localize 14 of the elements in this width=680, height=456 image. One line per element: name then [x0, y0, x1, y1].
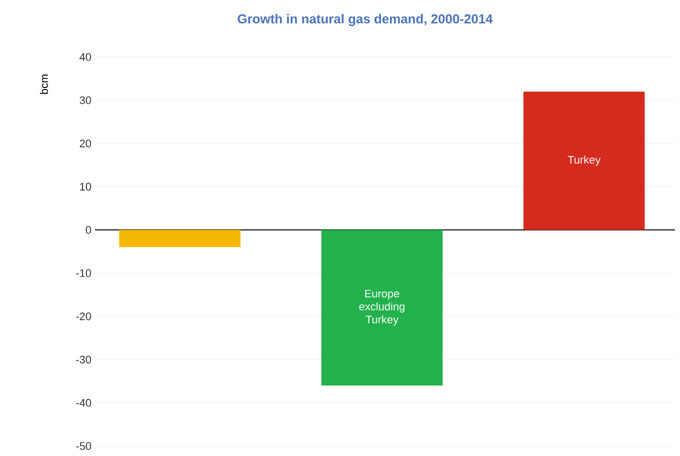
x-tick-label: Turkey — [568, 156, 601, 166]
y-tick-label: 20 — [80, 140, 92, 148]
chart-title: Growth in natural gas demand, 2000-2014 — [238, 14, 493, 26]
y-tick-label: -50 — [76, 442, 92, 450]
y-tick-label: -10 — [76, 269, 92, 277]
y-axis-title: bcm — [40, 74, 48, 94]
y-tick-label: -20 — [76, 312, 92, 320]
y-tick-label: -40 — [76, 398, 92, 407]
y-tick-label: 40 — [80, 53, 92, 61]
y-tick-label: 30 — [80, 96, 92, 104]
x-tick-label: Europe excluding Turkey — [359, 290, 404, 326]
y-tick-label: -30 — [76, 356, 92, 364]
y-tick-label: 10 — [80, 182, 92, 191]
y-tick-label: 0 — [86, 226, 92, 234]
